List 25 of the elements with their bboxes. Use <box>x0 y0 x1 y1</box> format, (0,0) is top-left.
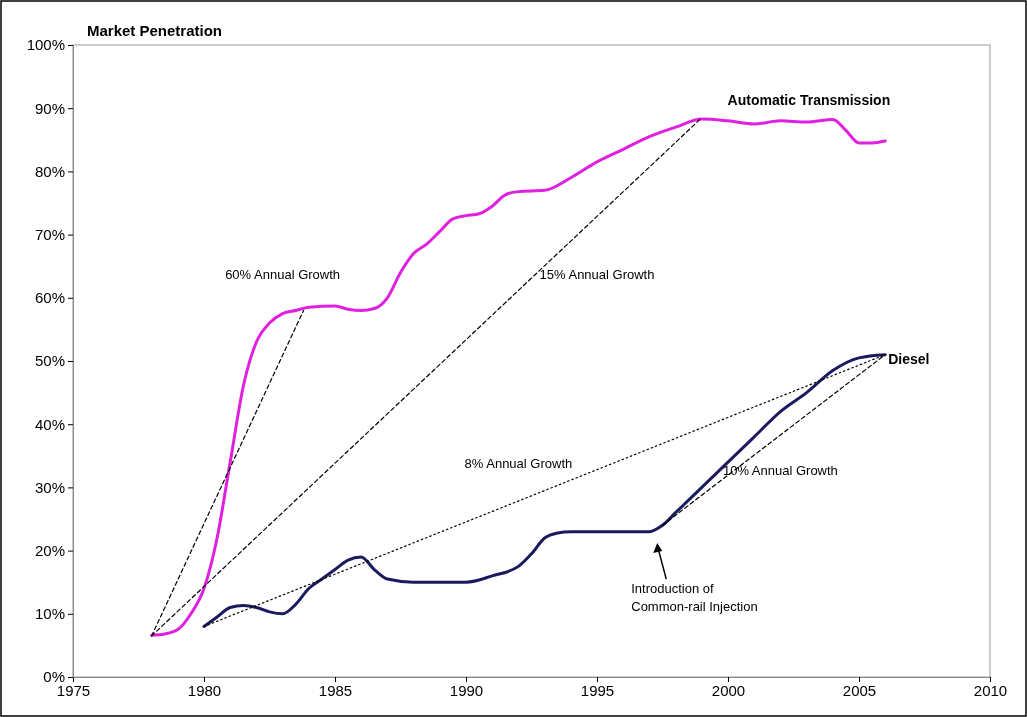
x-tick-label: 2005 <box>842 681 877 699</box>
annotation: 10% Annual Growth <box>722 462 838 478</box>
annotation: Introduction of Common-rail Injection <box>631 581 758 615</box>
y-tick-label: 80% <box>34 162 65 180</box>
x-tick-label: 1985 <box>318 681 353 699</box>
chart-title: Market Penetration <box>87 22 223 39</box>
x-tick-label: 1980 <box>187 681 222 699</box>
y-tick-label: 40% <box>34 415 65 433</box>
series-label: Automatic Transmission <box>727 91 891 108</box>
y-tick-label: 50% <box>34 352 65 370</box>
y-tick-label: 70% <box>34 225 65 243</box>
series-label: Diesel <box>888 350 930 367</box>
annotation: 8% Annual Growth <box>464 456 573 472</box>
y-tick-label: 30% <box>34 478 65 496</box>
y-tick-label: 10% <box>34 605 65 623</box>
annotation: 15% Annual Growth <box>539 266 655 282</box>
y-tick-label: 100% <box>26 36 65 54</box>
annotation: 60% Annual Growth <box>225 266 341 282</box>
x-tick-label: 1990 <box>449 681 484 699</box>
x-tick-label: 1995 <box>580 681 615 699</box>
y-tick-label: 90% <box>34 99 65 117</box>
y-tick-label: 60% <box>34 289 65 307</box>
x-tick-label: 2000 <box>711 681 746 699</box>
x-tick-label: 2010 <box>973 681 1008 699</box>
y-tick-label: 20% <box>34 541 65 559</box>
